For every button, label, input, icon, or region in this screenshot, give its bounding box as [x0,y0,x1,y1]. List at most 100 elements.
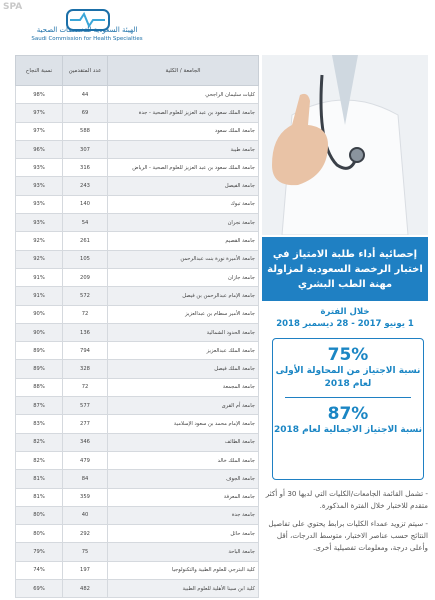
cell-number: 81% [15,469,63,489]
cell-name: جامعة الملك سعود [107,121,259,141]
table-row: جامعة الحدود الشمالية 136 90% [15,322,259,343]
cell-number: 97% [15,121,63,141]
cell-name: كلية ابن سينا الأهلية للعلوم الطبية [107,579,259,599]
notes: - تشمل القائمة الجامعات/الكليات التي لدي… [262,488,428,560]
stat-value: 75% [327,345,369,365]
period-range: 1 يونيو 2017 - 28 ديسمبر 2018 [276,319,414,329]
table-body: كليات سليمان الراجحي 44 98% جامعة الملك سعو… [15,84,259,599]
cell-number: 80% [15,505,63,526]
cell-number: 83% [15,414,63,434]
results-table: الجامعة / الكلية عدد المتقدمين نسبة النجاح… [15,55,259,599]
separator [285,397,411,398]
cell-number: 69% [15,579,63,599]
cell-name: جامعة الفيصل [107,176,259,196]
cell-number: 93% [15,176,63,196]
note: - تشمل القائمة الجامعات/الكليات التي لدي… [265,489,428,510]
cell-name: جامعة الملك خالد [107,450,259,471]
table-row: جامعة الملك عبدالعزيز 794 89% [15,341,259,361]
cell-number: 93% [15,158,63,178]
cell-name: جامعة الملك سعود بن عبد العزيز للعلوم ال… [107,158,259,178]
cell-name: جامعة الحدود الشمالية [107,322,259,343]
cell-number: 79% [15,542,63,562]
cell-number: 87% [15,396,63,416]
cell-name: جامعة تبوك [107,194,259,215]
cell-number: 292 [62,524,108,544]
cell-number: 93% [15,213,63,233]
table-row: جامعة الملك خالد 479 82% [15,450,259,471]
cell-name: جامعة الجوف [107,469,259,489]
table-row: كلية ابن سينا الأهلية للعلوم الطبية 482 69… [15,579,259,599]
cell-number: 479 [62,450,108,471]
cell-number: 92% [15,231,63,251]
cell-number: 84 [62,469,108,489]
cell-number: 105 [62,249,108,269]
cell-number: 482 [62,579,108,599]
cell-name: جامعة المعرفة [107,487,259,507]
table-row: جامعة الإمام عبدالرحمن بن فيصل 572 91% [15,286,259,306]
cell-name: جامعة جدة [107,505,259,526]
cell-number: 44 [62,84,108,105]
cell-name: جامعة حائل [107,524,259,544]
cell-number: 69 [62,103,108,123]
table-row: جامعة القصيم 261 92% [15,231,259,251]
cell-number: 82% [15,432,63,452]
column-header: الجامعة / الكلية [107,55,259,86]
stat-value: 87% [327,404,369,424]
stat-caption: نسبة الاجتياز من المحاولة الأولى لعام 20… [275,366,421,389]
table-row: جامعة أم القرى 577 87% [15,396,259,416]
table-row: جامعة الباحة 75 79% [15,542,259,562]
cell-name: جامعة نجران [107,213,259,233]
stat-caption: نسبة الاجتياز الاجمالية لعام 2018 [273,425,423,435]
cell-number: 40 [62,505,108,526]
cell-number: 316 [62,158,108,178]
table-row: جامعة الأمير سطام بن عبدالعزيز 72 90% [15,304,259,324]
cell-number: 197 [62,560,108,581]
cell-number: 74% [15,560,63,581]
cell-number: 140 [62,194,108,215]
cell-name: جامعة الإمام محمد بن سعود الإسلامية [107,414,259,434]
table-row: جامعة الجوف 84 81% [15,469,259,489]
cell-number: 328 [62,359,108,379]
cell-number: 80% [15,524,63,544]
cell-number: 588 [62,121,108,141]
logo-title-ar: الهيئة السعودية للتخصصات الصحية [36,26,138,34]
cell-number: 72 [62,304,108,324]
table-row: جامعة الطائف 346 82% [15,432,259,452]
cell-number: 72 [62,377,108,398]
cell-number: 75 [62,542,108,562]
column-header: عدد المتقدمين [62,55,108,86]
table-row: جامعة الأميرة نورة بنت عبدالرحمن 105 92% [15,249,259,269]
table-row: جامعة الملك سعود 588 97% [15,121,259,141]
banner-title: إحصائية أداء طلبة الامتياز في اختبار الر… [262,237,428,301]
cell-number: 92% [15,249,63,269]
cell-name: كلية البترجي للعلوم الطبية والتكنولوجيا [107,560,259,581]
note: - سيتم تزويد عمداء الكليات برابط يحتوي ع… [268,519,428,552]
cell-name: جامعة طيبة [107,139,259,160]
cell-number: 98% [15,84,63,105]
period-label: خلال الفترة [320,307,370,317]
cell-number: 93% [15,194,63,215]
table-row: جامعة الملك فيصل 328 89% [15,359,259,379]
table-row: جامعة طيبة 307 96% [15,139,259,160]
stats-box: 75% نسبة الاجتياز من المحاولة الأولى لعا… [272,338,424,480]
cell-number: 88% [15,377,63,398]
cell-number: 794 [62,341,108,361]
cell-name: جامعة أم القرى [107,396,259,416]
table-row: جامعة الملك سعود بن عبد العزيز للعلوم ال… [15,103,259,123]
cell-number: 90% [15,322,63,343]
cell-number: 243 [62,176,108,196]
table-row: جامعة المعرفة 359 81% [15,487,259,507]
cell-number: 572 [62,286,108,306]
cell-number: 89% [15,341,63,361]
cell-name: جامعة الطائف [107,432,259,452]
cell-number: 209 [62,267,108,288]
table-row: جامعة نجران 54 93% [15,213,259,233]
cell-number: 82% [15,450,63,471]
table-row: جامعة تبوك 140 93% [15,194,259,215]
table-row: جامعة جازان 209 91% [15,267,259,288]
logo [66,9,110,31]
cell-number: 346 [62,432,108,452]
table-row: جامعة الإمام محمد بن سعود الإسلامية 277 83… [15,414,259,434]
watermark: SPA [3,2,23,12]
